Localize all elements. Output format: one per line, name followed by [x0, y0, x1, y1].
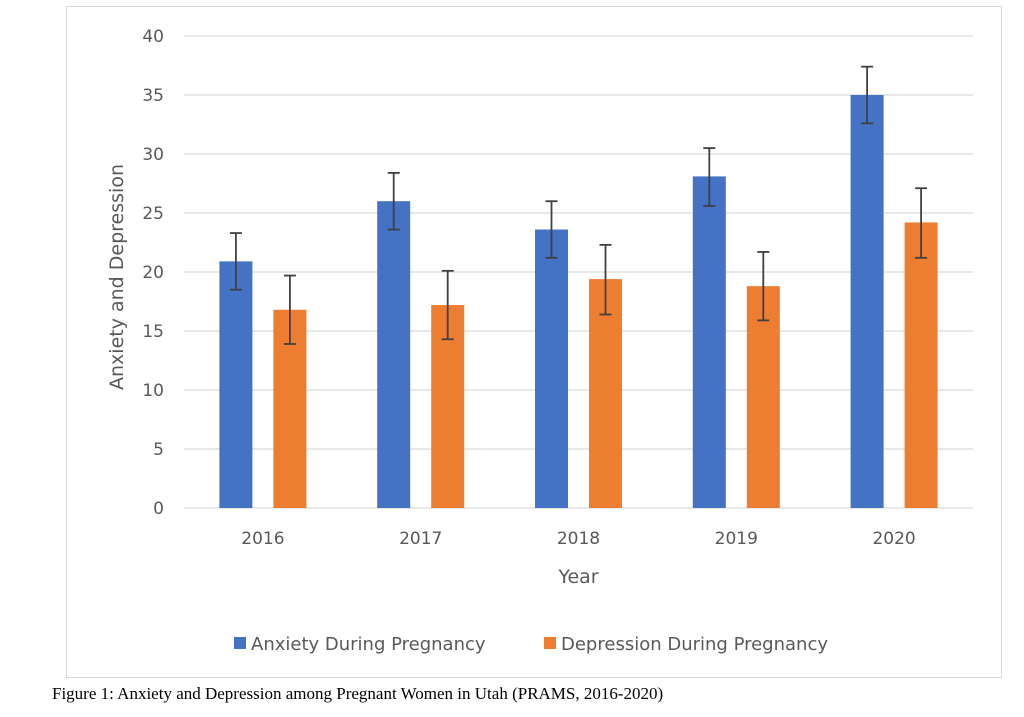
bar-depression-2020	[904, 222, 938, 508]
bar-anxiety-2016	[219, 261, 253, 508]
bar-anxiety-2018	[535, 229, 568, 508]
y-tick-label: 15	[142, 322, 164, 342]
y-axis-ticks: 0 5 10 15 20 25 30 35 40	[142, 27, 164, 519]
x-tick-label: 2017	[399, 529, 442, 549]
x-axis-ticks: 2016 2017 2018 2019 2020	[241, 529, 915, 549]
legend-label: Depression During Pregnancy	[561, 634, 828, 655]
bar-anxiety-2020	[850, 95, 884, 508]
bar-depression-2018	[589, 279, 622, 508]
x-tick-label: 2019	[715, 529, 758, 549]
bar-anxiety-2019	[692, 176, 726, 509]
bar-depression-2019	[746, 286, 780, 508]
legend-swatch	[544, 637, 556, 649]
x-axis-title: Year	[557, 566, 598, 588]
y-axis-title: Anxiety and Depression	[106, 164, 128, 390]
legend-label: Anxiety During Pregnancy	[251, 634, 486, 655]
legend: Anxiety During Pregnancy Depression Durin…	[234, 634, 828, 655]
bar-chart: 0 5 10 15 20 25 30 35 40 2016 2017 2018 2019 2020 Ye…	[106, 27, 973, 655]
x-tick-label: 2020	[872, 529, 915, 549]
chart-area: 0 5 10 15 20 25 30 35 40 2016 2017 2018 2019 2020 Ye…	[66, 6, 1002, 678]
y-tick-label: 10	[142, 381, 164, 401]
figure-caption: Figure 1: Anxiety and Depression among P…	[52, 684, 664, 703]
y-tick-label: 20	[142, 263, 164, 283]
y-tick-label: 5	[153, 440, 164, 460]
bar-anxiety-2017	[377, 201, 411, 508]
legend-swatch	[234, 637, 246, 649]
y-tick-label: 0	[153, 499, 164, 519]
x-tick-label: 2016	[241, 529, 284, 549]
error-bars	[229, 65, 928, 345]
x-tick-label: 2018	[557, 529, 600, 549]
y-tick-label: 40	[142, 27, 164, 47]
y-tick-label: 30	[142, 145, 164, 165]
y-tick-label: 35	[142, 86, 164, 106]
gridlines	[184, 35, 973, 509]
y-tick-label: 25	[142, 204, 164, 224]
bars	[219, 95, 938, 509]
